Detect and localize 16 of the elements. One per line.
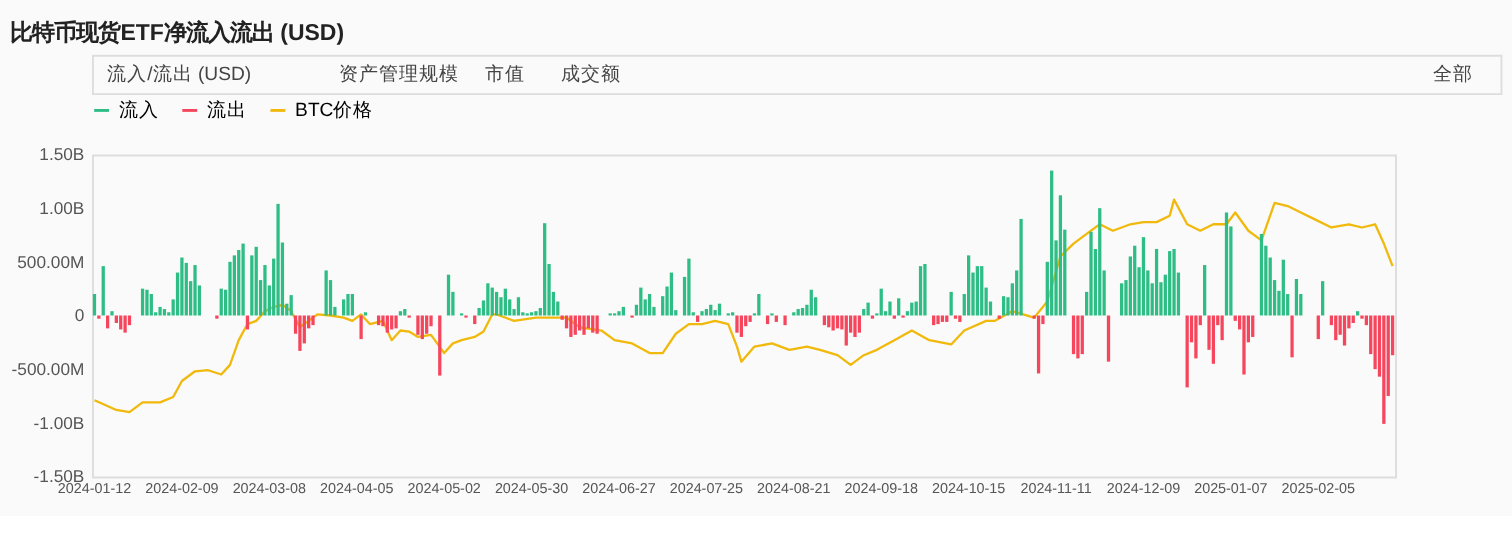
text: 资产管理规模 — [339, 61, 460, 86]
chart-title: 比特币现货ETF净流入流出 (USD) — [10, 20, 345, 47]
y-tick-label: -1.00B — [33, 412, 85, 433]
text: 成交额 — [561, 61, 622, 86]
legend-label: BTC价格 — [295, 98, 374, 123]
text: 市值 — [484, 61, 525, 86]
text: 流入/流出 (USD) — [107, 61, 252, 86]
line-series — [93, 198, 1394, 414]
y-tick-label: 1.50B — [39, 144, 85, 165]
legend-label: 流入 — [118, 98, 159, 123]
legend-label: 流出 — [206, 98, 247, 123]
text: 全部 — [1433, 61, 1474, 86]
y-tick-label: 1.00B — [39, 197, 85, 218]
y-tick-label: 500.00M — [17, 251, 85, 272]
y-tick-label: 0 — [74, 305, 85, 326]
y-tick-label: -500.00M — [11, 358, 85, 379]
